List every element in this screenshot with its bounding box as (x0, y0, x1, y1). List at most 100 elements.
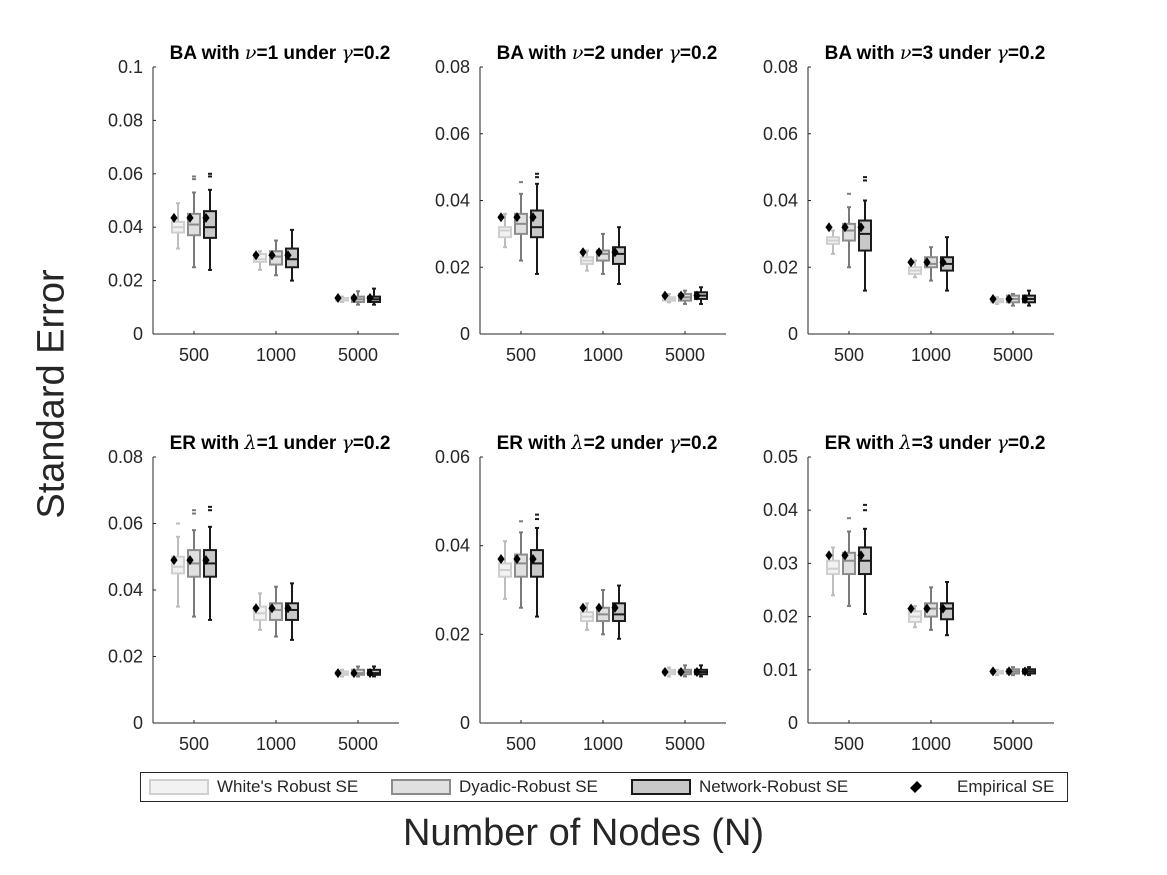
legend-item-dyadic: Dyadic-Robust SE (391, 773, 598, 801)
x-tick-label: 1000 (256, 345, 296, 365)
empirical-diamond (923, 603, 931, 614)
empirical-diamond (939, 603, 947, 614)
y-tick-label: 0.04 (435, 191, 470, 211)
y-tick-label: 0 (788, 324, 798, 344)
y-tick-label: 0.08 (435, 57, 470, 77)
y-tick-label: 0.08 (108, 110, 143, 130)
panel-title-part: =0.2 (680, 43, 718, 64)
empirical-diamond (284, 250, 292, 261)
legend-item-network: Network-Robust SE (631, 773, 848, 801)
empirical-diamond (1005, 293, 1013, 304)
panel-title-part: ER with (497, 433, 572, 454)
y-tick-label: 0 (460, 713, 470, 733)
empirical-diamond (595, 602, 603, 613)
empirical-diamond (907, 257, 915, 268)
y-tick-label: 0.04 (763, 500, 798, 520)
x-tick-label: 500 (834, 345, 864, 365)
empirical-diamond (693, 290, 701, 301)
empirical-diamond (366, 292, 374, 303)
empirical-diamond (350, 668, 358, 679)
empirical-diamond (661, 290, 669, 301)
empirical-diamond (513, 212, 521, 223)
empirical-diamond (907, 603, 915, 614)
panel-title-part: γ (342, 432, 354, 454)
panel-title-part: =2 under (583, 43, 668, 64)
empirical-diamond (202, 212, 210, 223)
legend-label-dyadic: Dyadic-Robust SE (459, 777, 598, 796)
y-tick-label: 0.02 (108, 647, 143, 667)
box-dyadic (596, 249, 610, 262)
x-tick-label: 5000 (338, 345, 378, 365)
panel-title-part: =0.2 (680, 433, 718, 454)
panel-title-part: =0.2 (353, 43, 391, 64)
empirical-diamond (186, 212, 194, 223)
panel-3: BA with ν=3 under γ=0.2 0 0.02 0.04 0.06 0.08… (763, 42, 1054, 365)
y-tick-label: 0.02 (763, 257, 798, 277)
empirical-diamond (677, 667, 685, 678)
y-tick-label: 0.06 (763, 124, 798, 144)
empirical-diamond (334, 668, 342, 679)
empirical-diamond (989, 293, 997, 304)
empirical-diamond (268, 250, 276, 261)
y-tick-label: 0 (788, 713, 798, 733)
panel-title-part: λ (244, 432, 257, 454)
empirical-diamond (841, 550, 849, 561)
empirical-diamond (334, 292, 342, 303)
y-axis-label-text: Standard Error (30, 269, 73, 519)
x-tick-label: 1000 (256, 734, 296, 754)
panel-title-part: λ (899, 432, 912, 454)
panel-title-part: =0.2 (1008, 433, 1046, 454)
panel-title: BA with ν=3 under γ=0.2 (825, 42, 1046, 64)
empirical-diamond (677, 290, 685, 301)
x-tick-label: 5000 (993, 734, 1033, 754)
x-tick-label: 500 (506, 345, 536, 365)
x-tick-label: 1000 (583, 345, 623, 365)
y-tick-label: 0.1 (118, 57, 143, 77)
legend-diamond-icon (909, 780, 923, 794)
empirical-diamond (202, 555, 210, 566)
empirical-diamond (497, 212, 505, 223)
panel-title: ER with λ=2 under γ=0.2 (497, 432, 718, 454)
y-tick-label: 0.06 (435, 447, 470, 467)
empirical-diamond (252, 603, 260, 614)
panel-6: ER with λ=3 under γ=0.2 0 0.01 0.02 0.03 0.04… (763, 432, 1054, 754)
empirical-diamond (841, 222, 849, 233)
empirical-diamond (923, 257, 931, 268)
panel-title: BA with ν=2 under γ=0.2 (497, 42, 718, 64)
legend-item-white: White's Robust SE (149, 773, 358, 801)
legend-label-network: Network-Robust SE (699, 777, 849, 796)
x-tick-label: 1000 (911, 734, 951, 754)
y-tick-label: 0 (133, 324, 143, 344)
panel-title-part: λ (571, 432, 584, 454)
panel-title-part: =1 under (257, 433, 342, 454)
panel-title-part: =0.2 (1008, 43, 1046, 64)
x-tick-label: 500 (506, 734, 536, 754)
y-tick-label: 0.06 (435, 124, 470, 144)
y-tick-label: 0.01 (763, 660, 798, 680)
panel-title: ER with λ=1 under γ=0.2 (170, 432, 391, 454)
empirical-diamond (252, 250, 260, 261)
panel-title-part: γ (669, 432, 681, 454)
empirical-diamond (661, 667, 669, 678)
x-tick-label: 5000 (665, 734, 705, 754)
empirical-diamond (611, 602, 619, 613)
empirical-diamond (497, 553, 505, 564)
empirical-diamond (268, 603, 276, 614)
legend-label-empirical: Empirical SE (957, 777, 1055, 796)
empirical-diamond (513, 553, 521, 564)
x-tick-label: 500 (179, 345, 209, 365)
empirical-diamond (825, 550, 833, 561)
panel-title-part: =0.2 (353, 433, 391, 454)
y-tick-label: 0.04 (435, 536, 470, 556)
y-tick-label: 0.08 (763, 57, 798, 77)
y-tick-label: 0.02 (435, 257, 470, 277)
empirical-diamond (579, 602, 587, 613)
empirical-diamond (579, 247, 587, 258)
panel-title-part: γ (997, 432, 1009, 454)
panel-title-part: ER with (825, 433, 900, 454)
y-tick-label: 0.02 (108, 271, 143, 291)
x-axis-label: Number of Nodes (N) (402, 812, 765, 854)
panel-title-part: =2 under (584, 433, 669, 454)
panel-title-part: BA with (825, 43, 900, 64)
panel-title: BA with ν=1 under γ=0.2 (170, 42, 391, 64)
